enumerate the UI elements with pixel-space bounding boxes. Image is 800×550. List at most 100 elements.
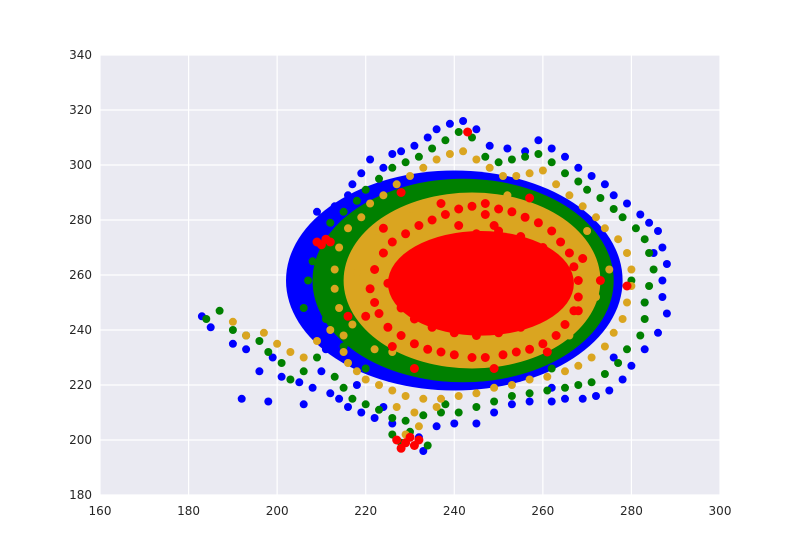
data-point <box>507 300 517 310</box>
data-point <box>627 265 636 274</box>
data-point <box>502 314 512 324</box>
data-point <box>609 205 618 213</box>
data-point <box>441 136 450 145</box>
data-point <box>242 345 251 354</box>
data-point <box>277 372 286 381</box>
data-point <box>516 232 526 241</box>
data-point <box>463 270 473 280</box>
data-point <box>410 408 419 417</box>
data-point <box>565 331 574 340</box>
data-point <box>645 249 654 257</box>
data-point <box>406 205 414 213</box>
data-point <box>454 204 464 214</box>
data-point <box>313 353 321 362</box>
data-point <box>494 281 504 291</box>
data-point <box>561 394 569 403</box>
data-point <box>556 278 566 288</box>
data-point <box>503 191 512 200</box>
data-point <box>396 331 406 340</box>
data-point <box>388 150 397 158</box>
data-point <box>432 422 441 431</box>
data-point <box>206 323 215 332</box>
data-point <box>640 345 649 354</box>
data-point <box>343 311 353 321</box>
data-point <box>640 298 649 307</box>
data-point <box>471 284 481 294</box>
data-point <box>378 223 388 233</box>
data-point <box>339 331 348 340</box>
data-point <box>573 276 583 285</box>
data-point <box>418 281 428 291</box>
data-point <box>299 315 308 323</box>
data-point <box>645 282 654 290</box>
data-point <box>432 403 441 411</box>
data-point <box>357 213 366 222</box>
data-point <box>547 158 556 167</box>
data-point <box>228 326 237 334</box>
data-point <box>357 169 366 178</box>
data-point <box>437 408 445 417</box>
data-point <box>375 381 383 389</box>
data-point <box>561 152 569 161</box>
data-point <box>388 386 397 395</box>
data-point <box>609 353 618 362</box>
data-point <box>344 224 352 233</box>
data-point <box>489 364 499 373</box>
data-point <box>574 361 583 370</box>
data-point <box>392 435 402 445</box>
data-point <box>516 281 526 291</box>
data-point <box>507 262 517 272</box>
data-point <box>459 117 468 125</box>
data-point <box>432 155 441 164</box>
y-tick-label: 220 <box>69 378 92 392</box>
data-point <box>454 392 463 400</box>
data-point <box>370 414 379 422</box>
data-point <box>467 353 477 362</box>
data-point <box>445 119 454 128</box>
data-point <box>423 441 432 450</box>
data-point <box>308 383 317 392</box>
data-point <box>299 400 308 409</box>
data-point <box>352 196 361 205</box>
data-point <box>614 235 623 244</box>
data-point <box>286 348 295 356</box>
data-point <box>494 158 503 167</box>
data-point <box>308 257 317 266</box>
data-point <box>202 315 211 323</box>
data-point <box>547 144 556 153</box>
data-point <box>321 345 330 354</box>
data-point <box>414 422 423 431</box>
data-point <box>463 306 473 316</box>
data-point <box>308 298 317 307</box>
data-point <box>525 193 535 203</box>
data-point <box>485 306 495 316</box>
data-point <box>623 199 631 208</box>
data-point <box>490 397 499 406</box>
x-tick-label: 220 <box>354 504 377 518</box>
data-point <box>361 311 371 321</box>
data-point <box>596 194 605 202</box>
data-point <box>313 207 321 216</box>
data-point <box>654 227 662 235</box>
data-point <box>538 339 548 349</box>
data-point <box>401 416 410 425</box>
data-point <box>520 212 530 222</box>
data-point <box>454 128 463 136</box>
data-point <box>592 213 600 222</box>
data-point <box>409 339 419 349</box>
data-point <box>370 227 379 235</box>
data-point <box>414 221 424 230</box>
data-point <box>427 322 437 332</box>
data-point <box>352 367 361 376</box>
data-point <box>419 163 428 172</box>
data-point <box>330 202 339 211</box>
data-point <box>547 364 556 373</box>
y-tick-label: 280 <box>69 213 92 227</box>
x-tick-label: 300 <box>709 504 732 518</box>
data-point <box>387 237 397 247</box>
y-axis-tick-labels: 180 200 220 240 260 280 300 320 340 <box>69 48 92 502</box>
data-point <box>533 218 543 228</box>
data-point <box>396 303 406 313</box>
data-point <box>654 328 662 337</box>
x-axis-tick-labels: 160 180 200 220 240 260 280 300 <box>89 504 732 518</box>
